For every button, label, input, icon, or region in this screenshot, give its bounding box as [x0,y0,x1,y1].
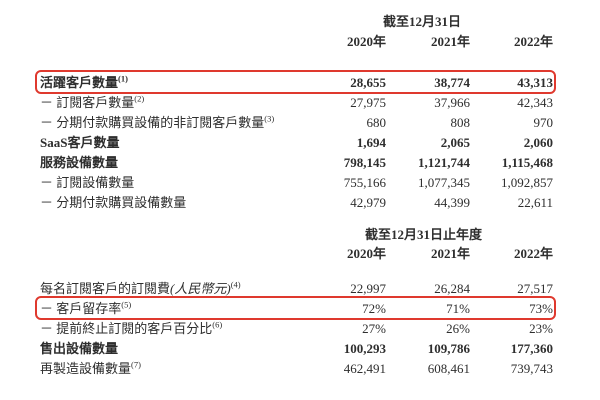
value-2020: 27,975 [350,95,386,110]
table-1-rows: 活躍客戶數量(1) 28,655 38,774 43,313 － 訂閱客戶數量(… [35,70,556,213]
row-label-italic: (人民幣元) [170,281,231,296]
year-column-headers: 2020年 2021年 2022年 [40,246,553,262]
year-header-2020: 2020年 [346,34,386,49]
value-2021: 26% [446,321,470,336]
row-label-text: 每名訂閱客戶的訂閱費 [40,281,171,296]
row-label: － 訂閱設備數量 [40,173,310,193]
value-2022: 1,115,468 [501,155,553,170]
label-column-spacer [40,34,310,50]
row-label: 售出設備數量 [40,339,310,359]
row-label: － 客戶留存率(5) [40,299,310,319]
row-active-customers: 活躍客戶數量(1) 28,655 38,774 43,313 [35,70,556,94]
value-2021: 1,121,744 [418,155,470,170]
period-header: 截至12月31日止年度 [365,227,483,242]
year-header-2022: 2022年 [513,34,553,49]
footnote-marker: (3) [264,113,275,124]
year-header-2020: 2020年 [346,246,386,261]
value-2020: 680 [366,115,387,130]
value-2021: 608,461 [427,361,470,376]
row-devices-sold: 售出設備數量 100,293 109,786 177,360 [40,339,553,359]
footnote-marker: (6) [212,319,223,330]
row-label: 再製造設備數量(7) [40,359,310,379]
row-subscription-devices: － 訂閱設備數量 755,166 1,077,345 1,092,857 [40,173,553,193]
row-early-termination-percentage: － 提前終止訂閱的客戶百分比(6) 27% 26% 23% [40,319,553,339]
value-2022: 739,743 [510,361,553,376]
value-2022: 27,517 [517,281,553,296]
value-2022: 1,092,857 [501,175,553,190]
row-label: － 分期付款購買設備數量 [40,193,310,213]
year-header-2021: 2021年 [430,34,470,49]
value-2021: 2,065 [440,135,470,150]
value-2021: 808 [450,115,471,130]
value-2021: 71% [446,301,470,316]
row-label: － 訂閱客戶數量(2) [40,93,310,113]
value-2021: 1,077,345 [418,175,470,190]
value-2022: 177,360 [510,341,553,356]
row-label-text: 再製造設備數量 [40,361,132,376]
value-2022: 2,060 [523,135,553,150]
value-2021: 26,284 [434,281,470,296]
table-year-ended-dec31: 截至12月31日止年度 2020年 2021年 2022年 每名訂閱客戶的訂閱費… [35,227,556,379]
row-label-text: 活躍客戶數量 [40,75,119,90]
value-2021: 38,774 [434,75,470,90]
year-header-2021: 2021年 [430,246,470,261]
row-label-text: 服務設備數量 [40,155,119,170]
row-label-text: SaaS客戶數量 [40,135,120,150]
value-2020: 28,655 [350,75,386,90]
table-2-rows: 每名訂閱客戶的訂閱費(人民幣元)(4) 22,997 26,284 27,517… [35,279,556,379]
footnote-marker: (2) [134,93,145,104]
row-subscription-fee-per-customer: 每名訂閱客戶的訂閱費(人民幣元)(4) 22,997 26,284 27,517 [40,279,553,299]
row-non-subscription-customers: － 分期付款購買設備的非訂閱客戶數量(3) 680 808 970 [40,113,553,133]
value-2020: 755,166 [343,175,386,190]
row-label-text: － 客戶留存率 [40,301,122,316]
row-label-text: － 訂閱客戶數量 [40,95,135,110]
value-2020: 22,997 [350,281,386,296]
value-2022: 73% [529,301,553,316]
value-2022: 23% [529,321,553,336]
value-2022: 43,313 [517,75,553,90]
value-2021: 109,786 [427,341,470,356]
value-2021: 44,399 [434,195,470,210]
row-label-text: － 分期付款購買設備的非訂閱客戶數量 [40,115,265,130]
row-label-text: － 訂閱設備數量 [40,175,135,190]
label-column-spacer [40,246,310,262]
value-2020: 72% [362,301,386,316]
year-header-2022: 2022年 [513,246,553,261]
footnote-marker: (5) [121,299,132,310]
row-subscription-customers: － 訂閱客戶數量(2) 27,975 37,966 42,343 [40,93,553,113]
footnote-marker: (4) [230,279,241,290]
value-2020: 1,694 [356,135,386,150]
row-label-text: － 提前終止訂閱的客戶百分比 [40,321,213,336]
row-label: 服務設備數量 [40,153,310,173]
value-2022: 42,343 [517,95,553,110]
row-label: － 分期付款購買設備的非訂閱客戶數量(3) [40,113,310,133]
row-customer-retention-rate: － 客戶留存率(5) 72% 71% 73% [35,296,556,320]
value-2020: 100,293 [343,341,386,356]
row-label: － 提前終止訂閱的客戶百分比(6) [40,319,310,339]
row-label: 每名訂閱客戶的訂閱費(人民幣元)(4) [40,279,310,299]
value-2021: 37,966 [434,95,470,110]
row-label-text: 售出設備數量 [40,341,119,356]
period-header: 截至12月31日 [383,14,462,29]
table-as-of-dec31: 截至12月31日 2020年 2021年 2022年 活躍客戶數量(1) 28,… [35,14,556,213]
value-2022: 22,611 [517,195,553,210]
footnote-marker: (1) [118,73,128,84]
row-label: SaaS客戶數量 [40,133,310,153]
row-label: 活躍客戶數量(1) [40,73,310,93]
row-installment-purchase-devices: － 分期付款購買設備數量 42,979 44,399 22,611 [40,193,553,213]
row-label-text: － 分期付款購買設備數量 [40,195,187,210]
footnote-marker: (7) [131,359,141,370]
value-2022: 970 [533,115,554,130]
row-service-devices: 服務設備數量 798,145 1,121,744 1,115,468 [40,153,553,173]
row-saas-customers: SaaS客戶數量 1,694 2,065 2,060 [40,133,553,153]
row-remanufactured-devices: 再製造設備數量(7) 462,491 608,461 739,743 [40,359,553,379]
value-2020: 42,979 [350,195,386,210]
year-column-headers: 2020年 2021年 2022年 [40,34,553,50]
value-2020: 798,145 [343,155,386,170]
value-2020: 462,491 [343,361,386,376]
value-2020: 27% [362,321,386,336]
